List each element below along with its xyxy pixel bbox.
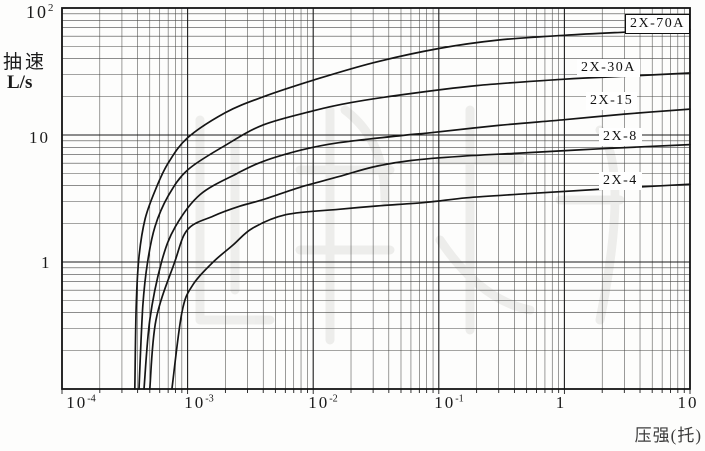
series-label-2x-30a: 2X-30A (577, 59, 640, 77)
x-tick-1: 1 (555, 393, 567, 412)
x-axis-title: 压强(托) (634, 426, 702, 445)
y-axis-title: 抽速 (3, 52, 48, 73)
series-label-2x-8: 2X-8 (599, 128, 642, 146)
y-tick-1: 1 (41, 253, 50, 272)
pump-speed-curves (133, 28, 691, 390)
series-label-2x-70a: 2X-70A (625, 14, 690, 34)
curve-2x-15 (143, 108, 691, 390)
x-tick-10: 10 (677, 393, 699, 412)
x-tick-1e-2: 10-2 (308, 393, 338, 412)
curve-2x-70a (133, 28, 691, 390)
watermark (195, 105, 625, 345)
x-tick-1e-4: 10-4 (66, 393, 96, 412)
curve-2x-30a (138, 72, 691, 390)
x-tick-1e-1: 10-1 (434, 393, 464, 412)
y-axis-unit: L/s (7, 72, 33, 93)
series-label-2x-4: 2X-4 (599, 172, 642, 190)
y-tick-100: 102 (26, 2, 54, 22)
curve-2x-8 (148, 143, 691, 390)
x-tick-1e-3: 10-3 (184, 393, 214, 412)
curve-2x-4 (171, 183, 691, 390)
y-tick-10: 10 (29, 128, 50, 147)
plot-border (61, 7, 691, 390)
grid-minor-lines (62, 8, 690, 389)
series-label-2x-15: 2X-15 (586, 92, 638, 110)
